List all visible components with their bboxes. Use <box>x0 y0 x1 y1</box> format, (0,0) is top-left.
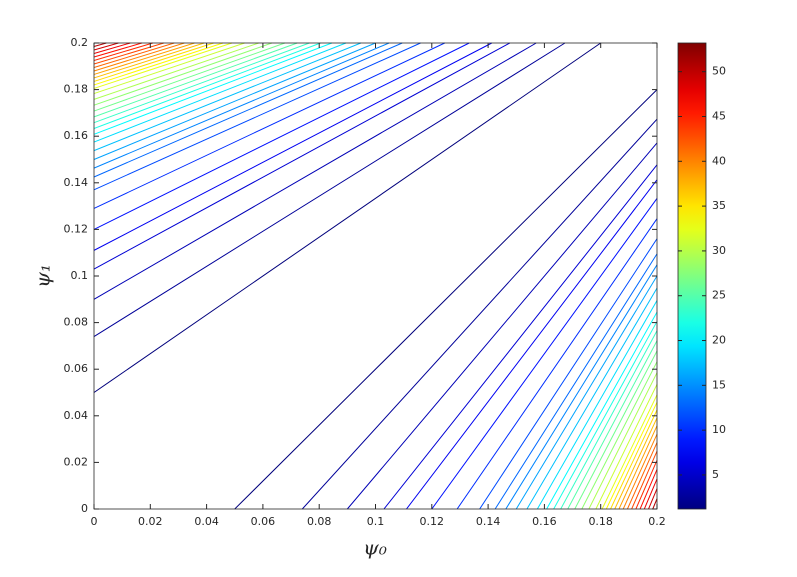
x-axis-label: ψ₀ <box>363 536 387 560</box>
contour-line <box>93 42 658 510</box>
contour-line <box>93 42 658 510</box>
colorbar-tick-label: 30 <box>712 244 726 257</box>
contour-line <box>93 42 658 510</box>
contour-line <box>93 42 658 510</box>
colorbar-tick-label: 5 <box>712 468 719 481</box>
x-tick-label: 0.18 <box>588 515 613 528</box>
colorbar-tick-label: 10 <box>712 423 726 436</box>
colorbar-tick-label: 35 <box>712 199 726 212</box>
contour-line <box>93 42 658 510</box>
y-tick-label: 0.2 <box>71 36 89 49</box>
y-tick-label: 0.18 <box>64 83 89 96</box>
y-tick-label: 0.04 <box>64 409 89 422</box>
contour-line <box>93 42 658 510</box>
contour-line <box>93 42 658 510</box>
x-tick-label: 0.16 <box>532 515 557 528</box>
colorbar-tick-label: 40 <box>712 154 726 167</box>
contour-line <box>93 42 658 510</box>
contour-line <box>93 42 658 510</box>
colorbar-tick-label: 25 <box>712 289 726 302</box>
x-tick-label: 0 <box>91 515 98 528</box>
contour-line <box>93 42 658 510</box>
contour-line <box>93 42 658 510</box>
contour-line <box>93 42 658 510</box>
contour-line <box>93 42 658 510</box>
contour-line <box>93 42 658 510</box>
y-tick-label: 0.16 <box>64 129 89 142</box>
x-tick-label: 0.14 <box>476 515 501 528</box>
contour-line <box>93 42 658 510</box>
contour-line <box>93 42 658 510</box>
contour-line <box>93 42 658 510</box>
contour-line <box>93 42 658 510</box>
y-tick-label: 0.02 <box>64 455 89 468</box>
contour-line <box>93 42 658 510</box>
y-tick-label: 0.08 <box>64 316 89 329</box>
x-tick-label: 0.1 <box>367 515 385 528</box>
y-tick-label: 0.14 <box>64 176 89 189</box>
colorbar-tick-label: 50 <box>712 65 726 78</box>
contour-line <box>93 42 658 510</box>
x-tick-label: 0.2 <box>648 515 666 528</box>
contour-line <box>93 42 658 510</box>
contour-line <box>93 42 658 510</box>
y-axis-label: ψ₁ <box>31 264 55 288</box>
contour-line <box>93 42 658 510</box>
contour-line <box>93 42 658 510</box>
contour-line <box>93 42 658 510</box>
contour-line <box>93 42 658 510</box>
contour-line <box>93 42 658 510</box>
x-tick-label: 0.12 <box>420 515 445 528</box>
plot-area <box>94 43 657 509</box>
y-tick-label: 0 <box>81 502 88 515</box>
x-tick-label: 0.06 <box>251 515 276 528</box>
contour-line <box>93 42 658 510</box>
y-tick-label: 0.12 <box>64 222 89 235</box>
contour-line <box>93 42 658 510</box>
colorbar-tick-label: 45 <box>712 109 726 122</box>
contour-line <box>93 42 658 510</box>
y-tick-label: 0.06 <box>64 362 89 375</box>
contour-line <box>93 42 658 510</box>
contour-line <box>93 42 658 510</box>
contour-line <box>93 42 658 510</box>
y-tick-label: 0.1 <box>71 269 89 282</box>
contour-line <box>93 42 658 510</box>
colorbar-tick-label: 20 <box>712 334 726 347</box>
colorbar-tick-label: 15 <box>712 378 726 391</box>
x-tick-label: 0.02 <box>138 515 163 528</box>
x-tick-label: 0.04 <box>194 515 219 528</box>
colorbar <box>677 42 707 510</box>
x-tick-label: 0.08 <box>307 515 332 528</box>
